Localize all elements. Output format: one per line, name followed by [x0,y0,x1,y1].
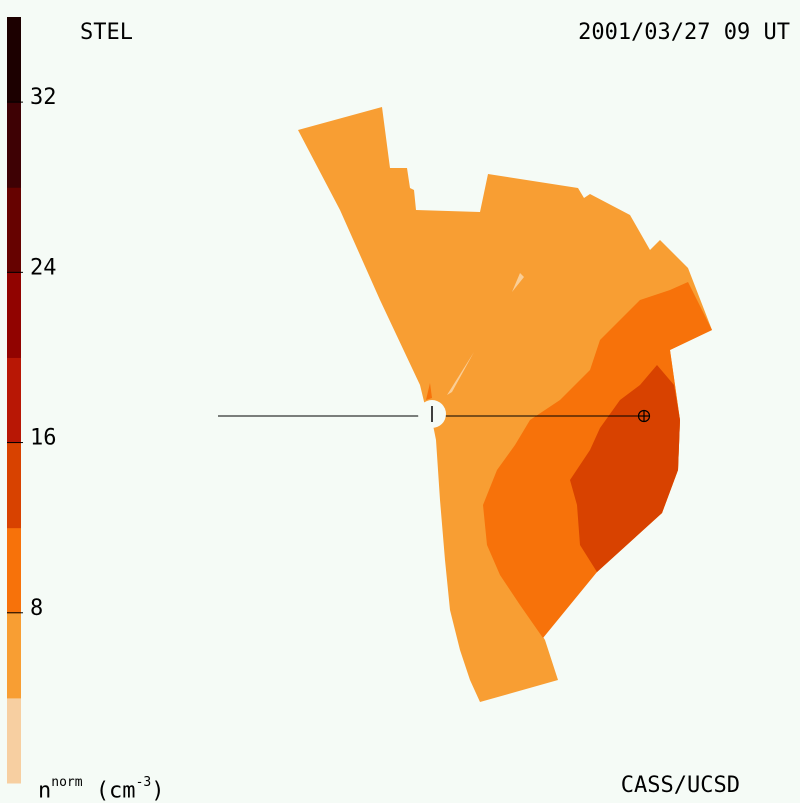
unit-superscript: norm [51,775,83,790]
instrument-label: STEL [80,20,133,45]
unit-base: n [38,778,52,803]
colorbar-band [7,102,21,188]
colorbar: 8 16 24 32 [7,17,57,784]
light-streak [447,352,474,395]
colorbar-tick-label: 32 [30,85,57,110]
colorbar-band [7,527,21,614]
density-map [218,107,712,702]
unit-paren-close: ) [151,778,165,803]
credit-label: CASS/UCSD [620,773,740,798]
colorbar-band [7,357,21,444]
colorbar-tick-label: 16 [30,426,57,451]
unit-exponent: -3 [135,775,152,790]
colorbar-tick-label: 8 [30,596,43,621]
light-streak [512,273,524,292]
colorbar-unit-label: nnorm (cm-3) [38,775,164,802]
timestamp-label: 2001/03/27 09 UT [578,20,790,45]
colorbar-band [7,442,21,529]
unit-paren-open: (cm [95,778,136,803]
colorbar-band [7,17,21,103]
earth-marker [637,409,651,423]
region-high-density [570,365,680,572]
small-wedge [426,383,432,400]
colorbar-band [7,612,21,699]
colorbar-band [7,697,21,784]
colorbar-tick-label: 24 [30,255,57,280]
colorbar-band [7,187,21,273]
colorbar-band [7,272,21,358]
